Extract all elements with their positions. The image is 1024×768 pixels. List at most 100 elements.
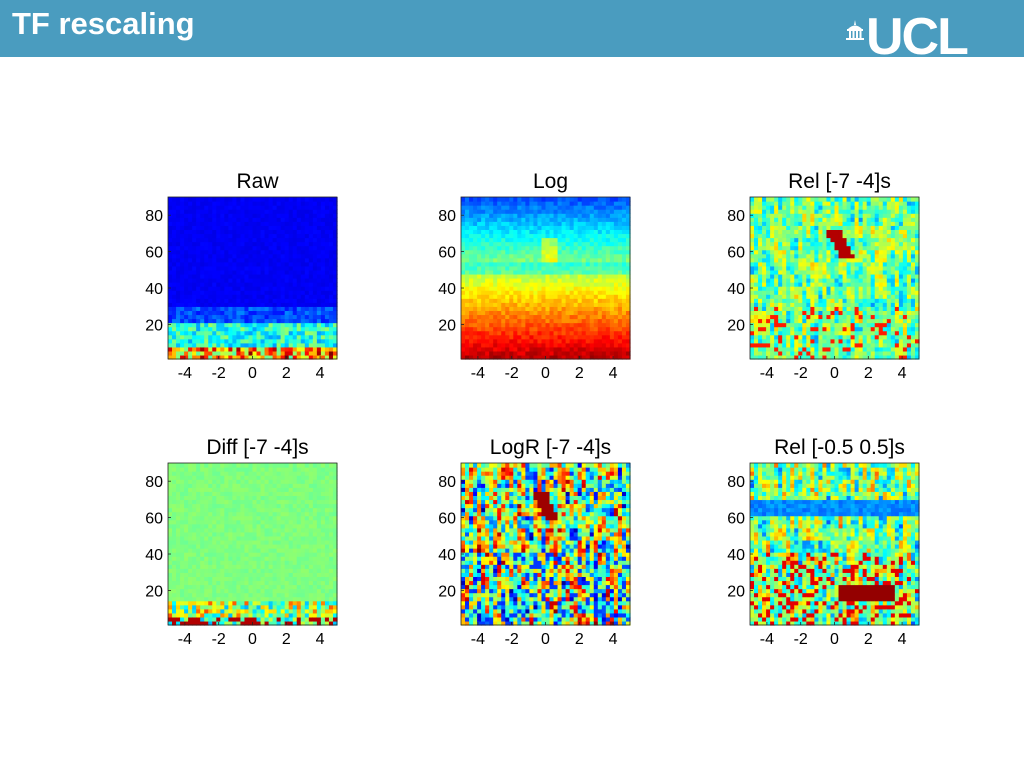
heatmap-cell — [521, 330, 526, 336]
heatmap-cell — [264, 350, 270, 356]
heatmap-cell — [473, 201, 478, 206]
heatmap-cell — [284, 306, 290, 311]
heatmap-cell — [842, 269, 848, 275]
heatmap-cell — [304, 225, 310, 230]
heatmap-cell — [320, 221, 326, 226]
heatmap-cell — [601, 298, 607, 303]
heatmap-cell — [858, 294, 864, 299]
heatmap-cell — [465, 257, 470, 263]
heatmap-cell — [798, 350, 803, 356]
heatmap-cell — [577, 354, 583, 360]
heatmap-cell — [188, 346, 193, 352]
heatmap-cell — [485, 209, 490, 214]
heatmap-cell — [866, 346, 872, 352]
heatmap-cell — [870, 229, 876, 235]
heatmap-cell — [842, 261, 848, 267]
heatmap-cell — [842, 298, 848, 303]
heatmap-cell — [192, 249, 197, 255]
heatmap-cell — [200, 330, 205, 336]
heatmap-cell — [842, 346, 848, 352]
heatmap-cell — [312, 302, 318, 307]
heatmap-cell — [461, 282, 466, 287]
heatmap-cell — [292, 330, 298, 336]
heatmap-cell — [300, 306, 306, 311]
heatmap-cell — [280, 265, 286, 271]
heatmap-cell — [862, 233, 868, 239]
heatmap-cell — [818, 261, 824, 267]
heatmap-cell — [248, 265, 254, 271]
heatmap-cell — [276, 237, 282, 243]
heatmap-cell — [276, 233, 282, 239]
heatmap-cell — [176, 298, 181, 303]
heatmap-cell — [593, 245, 599, 251]
heatmap-cell — [485, 282, 490, 287]
heatmap-cell — [874, 318, 880, 324]
heatmap-cell — [581, 269, 587, 275]
heatmap-cell — [292, 286, 298, 291]
heatmap-cell — [541, 233, 547, 239]
heatmap-cell — [878, 302, 884, 307]
heatmap-cell — [549, 318, 555, 324]
heatmap-cell — [569, 326, 575, 332]
heatmap-cell — [870, 282, 876, 287]
heatmap-cell — [593, 322, 599, 328]
heatmap-cell — [180, 205, 185, 210]
heatmap-cell — [870, 326, 876, 332]
heatmap-cell — [858, 298, 864, 303]
heatmap-cell — [814, 294, 819, 299]
heatmap-cell — [573, 265, 579, 271]
heatmap-cell — [533, 205, 539, 210]
heatmap-cell — [280, 322, 286, 328]
heatmap-cell — [324, 286, 330, 291]
heatmap-cell — [870, 197, 876, 202]
heatmap-cell — [481, 302, 486, 307]
heatmap-cell — [312, 201, 318, 206]
heatmap-cell — [814, 217, 819, 222]
heatmap-cell — [485, 322, 490, 328]
heatmap-cell — [754, 298, 759, 303]
heatmap-cell — [846, 253, 852, 259]
heatmap-cell — [870, 330, 876, 336]
heatmap-cell — [569, 253, 575, 259]
heatmap-cell — [493, 229, 498, 235]
heatmap-cell — [589, 233, 595, 239]
heatmap-cell — [280, 310, 286, 316]
heatmap-cell — [770, 213, 775, 218]
heatmap-cell — [248, 209, 254, 214]
heatmap-cell — [617, 306, 623, 311]
heatmap-cell — [465, 273, 470, 279]
heatmap-cell — [790, 225, 795, 230]
heatmap-cell — [569, 257, 575, 263]
heatmap-cell — [774, 209, 779, 214]
heatmap-cell — [172, 314, 177, 320]
heatmap-cell — [477, 338, 482, 344]
heatmap-cell — [778, 290, 783, 295]
heatmap-cell — [296, 229, 302, 235]
heatmap-cell — [774, 314, 779, 320]
heatmap-cell — [204, 342, 209, 348]
heatmap-cell — [312, 217, 318, 222]
heatmap-cell — [826, 334, 832, 340]
heatmap-cell — [196, 290, 201, 295]
heatmap-cell — [228, 314, 233, 320]
heatmap-cell — [505, 217, 510, 222]
heatmap-cell — [216, 229, 221, 235]
heatmap-cell — [890, 273, 896, 279]
heatmap-cell — [621, 237, 627, 243]
heatmap-cell — [621, 249, 627, 255]
heatmap-cell — [581, 314, 587, 320]
heatmap-cell — [806, 350, 811, 356]
heatmap-cell — [224, 257, 229, 263]
heatmap-cell — [304, 253, 310, 259]
heatmap-cell — [168, 257, 173, 263]
heatmap-cell — [846, 225, 852, 230]
heatmap-cell — [328, 322, 334, 328]
heatmap-cell — [609, 306, 615, 311]
heatmap-cell — [308, 354, 314, 360]
heatmap-cell — [513, 273, 518, 279]
heatmap-cell — [581, 265, 587, 271]
heatmap-cell — [304, 257, 310, 263]
heatmap-cell — [810, 241, 815, 247]
heatmap-cell — [818, 330, 824, 336]
heatmap-cell — [545, 221, 551, 226]
